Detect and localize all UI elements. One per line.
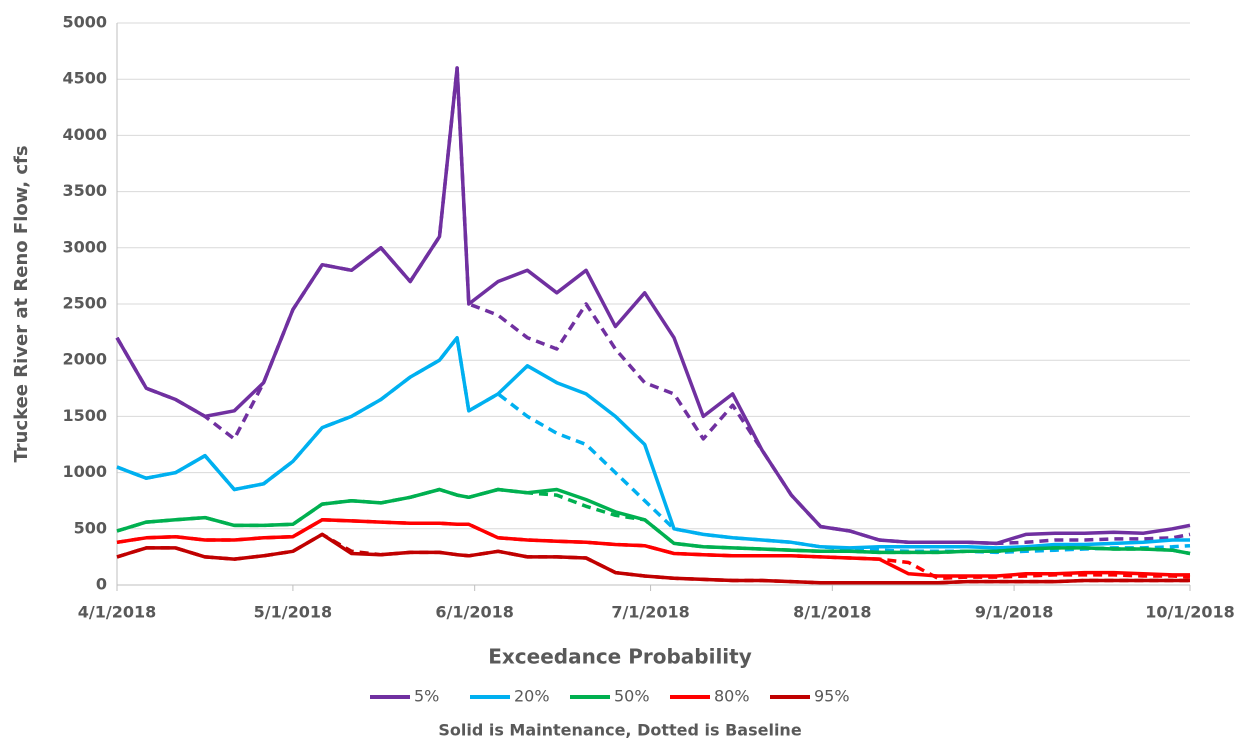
x-tick-label: 9/1/2018 — [975, 603, 1053, 622]
series-line — [116, 518, 1190, 578]
x-tick-label: 5/1/2018 — [254, 603, 332, 622]
series-line — [116, 487, 1191, 556]
y-tick-label: 1500 — [62, 406, 107, 425]
x-axis-label: Exceedance Probability — [488, 645, 752, 669]
series-line — [116, 335, 1190, 550]
y-tick-label: 2000 — [62, 350, 107, 369]
series-line — [115, 66, 1191, 546]
y-tick-label: 5000 — [62, 13, 107, 32]
legend-label: 80% — [714, 687, 750, 706]
y-tick-label: 4000 — [62, 125, 107, 144]
x-tick-label: 4/1/2018 — [78, 603, 156, 622]
y-tick-label: 4500 — [62, 69, 107, 88]
legend-label: 20% — [514, 687, 550, 706]
series-line — [116, 532, 1190, 585]
y-axis-label: Truckee River at Reno Flow, cfs — [11, 145, 32, 462]
legend-label: 95% — [814, 687, 850, 706]
y-tick-label: 2500 — [62, 294, 107, 313]
x-tick-label: 6/1/2018 — [435, 603, 513, 622]
baseline-line — [116, 335, 1191, 555]
y-tick-label: 0 — [96, 575, 107, 594]
y-tick-label: 500 — [74, 518, 107, 537]
y-tick-label: 1000 — [62, 462, 107, 481]
note: Solid is Maintenance, Dotted is Baseline — [438, 721, 801, 740]
x-tick-label: 10/1/2018 — [1145, 603, 1235, 622]
x-tick-label: 8/1/2018 — [793, 603, 871, 622]
x-tick-label: 7/1/2018 — [611, 603, 689, 622]
y-tick-label: 3500 — [62, 181, 107, 200]
legend-label: 5% — [414, 687, 439, 706]
legend-label: 50% — [614, 687, 650, 706]
baseline-line — [116, 487, 1191, 556]
y-tick-label: 3000 — [62, 237, 107, 256]
